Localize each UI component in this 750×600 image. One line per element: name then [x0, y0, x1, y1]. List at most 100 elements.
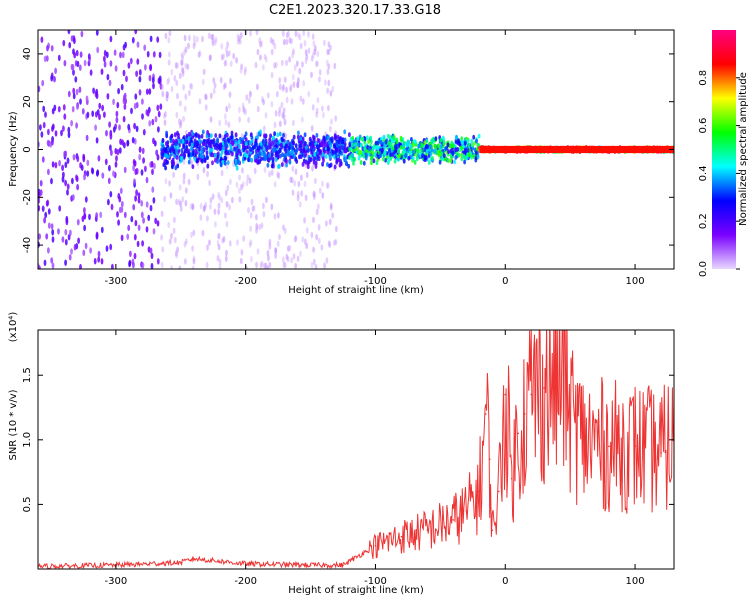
spectral-cell: [270, 152, 274, 158]
spectral-cell: [333, 239, 336, 247]
spectral-cell: [122, 115, 126, 123]
spectral-cell: [214, 152, 217, 158]
spectral-cell: [129, 57, 133, 65]
spectral-cell: [251, 145, 255, 151]
spectral-cell: [218, 119, 222, 127]
spectral-cell: [70, 35, 74, 42]
spectral-cell: [327, 63, 331, 70]
spectral-cell: [283, 76, 287, 83]
y-tick-label: -20: [22, 189, 33, 205]
spectral-cell: [259, 41, 262, 48]
spectral-cell: [210, 133, 213, 139]
spectral-cell: [362, 153, 365, 159]
spectral-cell: [278, 131, 282, 137]
snr-frame: [37, 329, 675, 570]
spectral-cell: [450, 143, 454, 149]
spectral-cell: [187, 136, 191, 142]
spectral-cell: [319, 141, 323, 147]
spectral-cell: [164, 178, 168, 185]
spectral-cell: [220, 169, 224, 177]
spectral-cell: [321, 152, 325, 158]
spectral-cell: [463, 159, 466, 165]
spectral-cell: [444, 146, 448, 151]
spectral-cell: [289, 85, 292, 93]
spectral-cell: [329, 204, 333, 211]
spectral-cell: [294, 149, 298, 154]
spectral-cell: [327, 240, 331, 247]
spectral-cell: [136, 240, 140, 248]
spectral-cell: [61, 164, 64, 171]
spectral-cell: [224, 156, 228, 162]
spectral-cell: [112, 170, 115, 177]
spectral-cell: [72, 87, 76, 95]
spectral-cell: [95, 212, 98, 219]
spectral-cell: [247, 97, 251, 104]
spectral-cell: [97, 155, 101, 162]
spectral-cell: [135, 70, 139, 77]
spectral-cell: [327, 146, 331, 152]
spectral-cell: [173, 154, 177, 159]
spectral-cell: [132, 164, 136, 172]
spectral-cell: [460, 136, 464, 142]
spectral-cell: [103, 111, 106, 118]
spectral-cell: [298, 201, 302, 208]
snr-data-point: [465, 510, 468, 512]
spectral-cell: [209, 54, 212, 61]
spectral-cell: [70, 63, 74, 71]
spectral-cell: [173, 75, 177, 82]
spectral-cell: [255, 227, 258, 234]
snr-data-point: [608, 445, 610, 448]
y-tick-label: -40: [22, 237, 33, 253]
spectral-cell: [161, 246, 165, 253]
spectral-cell: [117, 87, 120, 95]
spectral-cell: [194, 132, 198, 137]
spectral-cell: [287, 30, 290, 37]
spectral-cell: [311, 134, 315, 140]
spectral-cell: [201, 229, 205, 237]
spectral-cell: [229, 60, 233, 67]
spectral-cell: [51, 229, 55, 236]
spectral-cell: [213, 208, 217, 215]
spectral-cell: [248, 177, 252, 184]
spectral-cell: [291, 165, 295, 172]
spectral-cell: [84, 242, 88, 250]
spectral-cell: [293, 153, 296, 159]
spectral-cell: [263, 166, 267, 173]
spectral-cell: [382, 134, 386, 140]
spectral-cell: [109, 191, 113, 198]
spectral-cell: [175, 79, 179, 87]
spectral-cell: [263, 53, 267, 61]
spectral-cell: [352, 161, 355, 166]
spectral-cell: [216, 255, 220, 262]
spectral-cell: [198, 146, 201, 152]
spectral-cell: [149, 204, 153, 212]
spectral-cell: [222, 145, 225, 151]
spectral-cell: [285, 140, 289, 145]
spectral-cell: [108, 79, 112, 87]
spectral-cell: [242, 107, 246, 114]
spectral-cell: [189, 203, 193, 210]
spectral-cell: [315, 111, 319, 118]
snr-data-point: [634, 445, 636, 448]
spectral-cell: [321, 180, 324, 187]
spectral-cell: [249, 132, 253, 138]
spectral-cell: [222, 236, 226, 243]
spectral-cell: [76, 103, 79, 110]
snr-panel: -300 -200 -100 0 100 0.5 1.0 1.5 Height of str…: [8, 312, 675, 596]
spectral-cell: [108, 164, 111, 172]
spectral-cell: [236, 159, 240, 165]
spectral-cell: [300, 190, 304, 197]
spectral-cell: [166, 78, 170, 86]
snr-data-point: [510, 477, 513, 480]
spectral-cell: [164, 148, 168, 154]
spectral-cell: [254, 139, 258, 144]
spectral-cell: [415, 156, 419, 162]
spectral-cell: [187, 42, 190, 49]
spectral-cell: [40, 131, 44, 138]
spectral-cell: [379, 139, 383, 145]
spectral-cell: [97, 250, 101, 258]
spectral-cell: [178, 265, 182, 269]
spectral-cell: [359, 160, 363, 165]
snr-x-label: Height of straight line (km): [288, 585, 424, 596]
spectral-cell: [181, 138, 185, 144]
